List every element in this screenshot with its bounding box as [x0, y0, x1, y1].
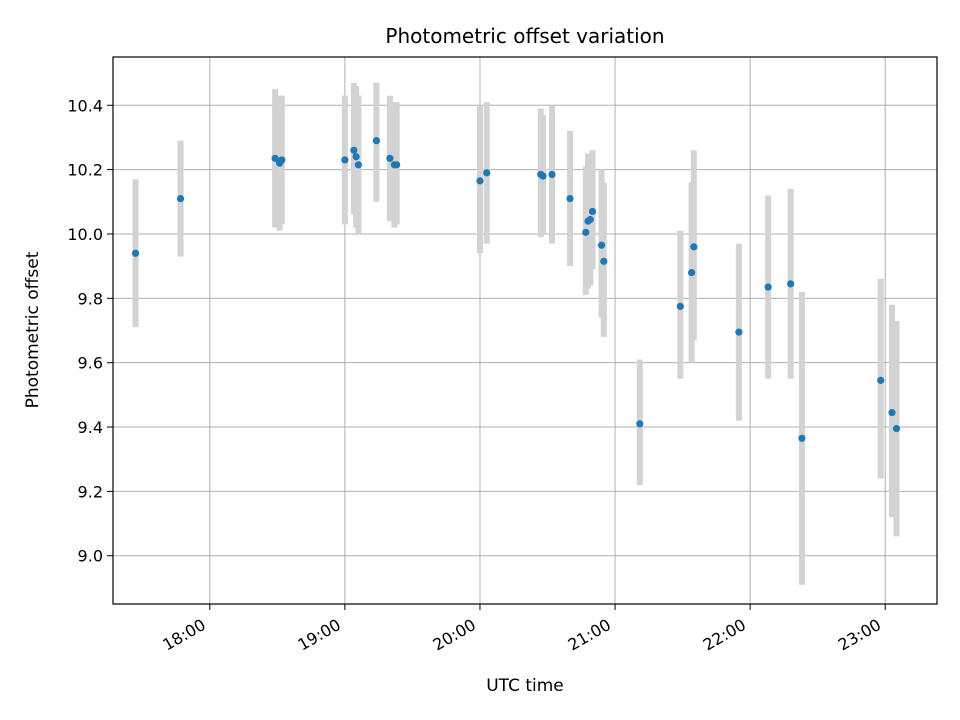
plot-frame	[112, 56, 938, 605]
y-axis-ticks: 9.0 9.2 9.4 9.6 9.8 10.0 10.2 10.4	[67, 96, 113, 566]
data-point	[539, 172, 547, 180]
data-point	[588, 207, 597, 216]
y-tick-label: 9.8	[78, 289, 103, 308]
data-point	[597, 241, 606, 249]
data-point	[676, 302, 684, 310]
data-point	[892, 425, 901, 433]
data-point	[566, 194, 574, 203]
x-axis-label: UTC time	[486, 676, 564, 696]
data-point	[548, 170, 556, 179]
data-point	[372, 137, 381, 145]
data-point	[350, 146, 358, 154]
x-tick-label: 21:00	[565, 615, 614, 655]
data-point	[354, 161, 362, 169]
data-point	[735, 328, 743, 336]
y-tick-label: 10.2	[67, 161, 103, 180]
data-point	[393, 161, 401, 169]
data-point	[586, 215, 594, 224]
data-point	[131, 249, 140, 257]
data-point	[271, 154, 279, 162]
y-tick-label: 9.2	[78, 482, 103, 501]
data-point	[278, 156, 286, 164]
error-bars	[132, 82, 900, 585]
x-tick-label: 23:00	[835, 615, 884, 655]
y-tick-label: 10.4	[67, 96, 103, 115]
data-point	[600, 257, 608, 265]
grid-lines	[113, 57, 937, 604]
data-point	[690, 243, 698, 251]
y-axis-label: Photometric offset	[23, 251, 43, 408]
data-point	[341, 156, 349, 164]
data-point	[787, 280, 795, 288]
data-point	[798, 434, 806, 442]
x-tick-label: 18:00	[159, 615, 208, 655]
y-tick-label: 9.6	[78, 354, 103, 373]
data-point	[476, 177, 484, 185]
y-tick-label: 9.0	[78, 547, 103, 566]
data-point	[764, 283, 772, 291]
x-tick-label: 20:00	[430, 615, 479, 655]
data-point	[582, 228, 590, 236]
data-points	[131, 137, 901, 442]
y-tick-label: 10.0	[67, 225, 103, 244]
data-point	[352, 153, 360, 161]
data-point	[176, 194, 185, 203]
data-point	[483, 169, 491, 177]
data-point	[636, 420, 644, 428]
y-tick-label: 9.4	[78, 418, 103, 437]
data-point	[888, 408, 896, 417]
chart-title: Photometric offset variation	[385, 24, 664, 48]
data-point	[688, 268, 696, 277]
x-tick-label: 22:00	[700, 615, 749, 655]
x-axis-ticks: 18:00 19:00 20:00 21:00 22:00 23:00	[159, 604, 886, 655]
data-point	[877, 376, 885, 384]
data-point	[386, 154, 394, 162]
x-tick-label: 19:00	[294, 615, 343, 655]
